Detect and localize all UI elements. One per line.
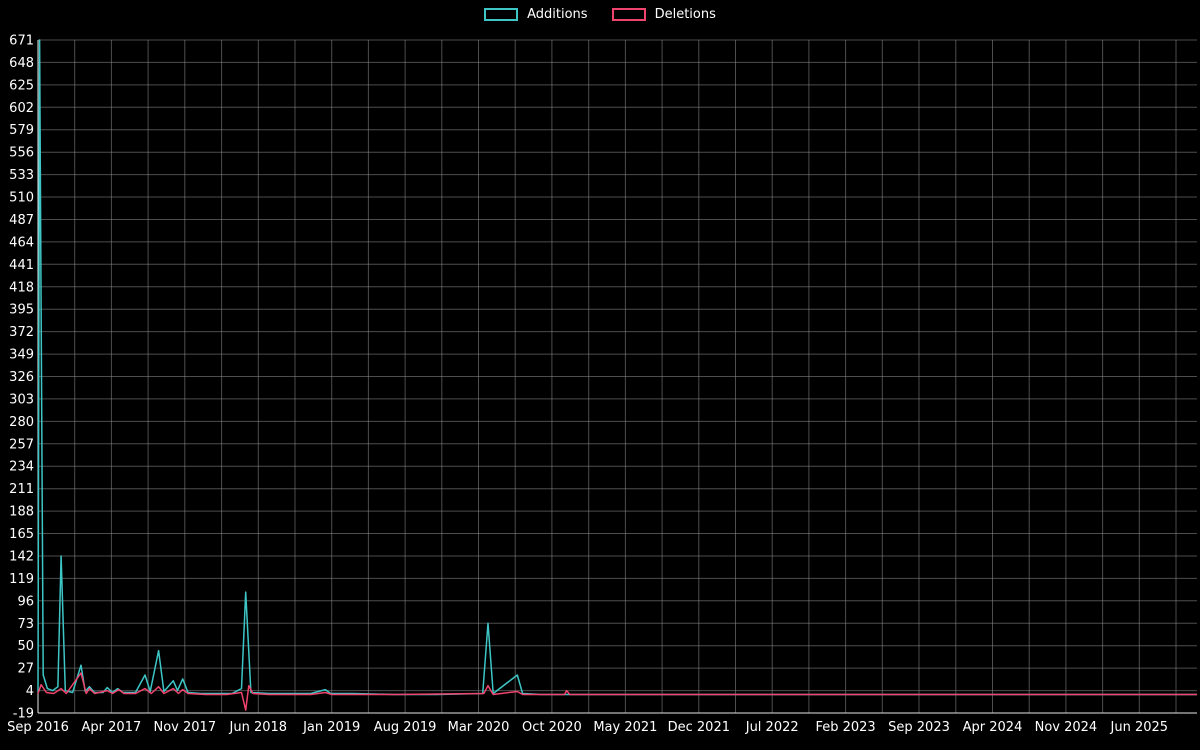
legend-item-deletions[interactable]: Deletions [611,7,716,22]
y-tick-label: 303 [9,392,34,407]
x-tick-label: Oct 2020 [522,720,582,735]
y-tick-label: 602 [9,101,34,116]
y-tick-label: 533 [9,168,34,183]
y-tick-label: 211 [9,482,34,497]
deletions-swatch-icon [611,8,646,21]
y-tick-label: 119 [9,572,34,587]
x-tick-label: Nov 2024 [1035,720,1098,735]
y-tick-label: 671 [9,34,34,49]
y-tick-label: 4 [26,684,34,699]
y-tick-label: 441 [9,258,34,273]
x-tick-label: Mar 2020 [448,720,510,735]
series-line-additions [37,39,1197,696]
y-tick-label: 257 [9,437,34,452]
chart-legend: Additions Deletions [0,7,1200,22]
x-tick-label: Apr 2017 [82,720,142,735]
x-tick-label: Sep 2016 [7,720,69,735]
y-tick-label: 556 [9,146,34,161]
x-tick-label: Jun 2025 [1110,720,1169,735]
y-tick-label: 349 [9,348,34,363]
y-tick-label: -19 [13,707,34,722]
y-tick-label: 280 [9,415,34,430]
y-tick-label: 165 [9,527,34,542]
legend-item-additions[interactable]: Additions [484,7,588,22]
y-tick-label: 510 [9,191,34,206]
y-tick-label: 418 [9,280,34,295]
y-tick-label: 648 [9,56,34,71]
y-tick-label: 142 [9,550,34,565]
y-tick-label: 234 [9,460,34,475]
y-tick-label: 73 [17,617,34,632]
legend-label-deletions: Deletions [654,7,716,22]
additions-swatch-icon [484,8,519,21]
series-line-deletions [37,672,1197,711]
y-tick-label: 464 [9,235,34,250]
x-tick-label: Sep 2023 [888,720,950,735]
x-tick-label: Aug 2019 [374,720,437,735]
x-tick-label: Dec 2021 [668,720,730,735]
y-tick-label: 579 [9,123,34,138]
legend-label-additions: Additions [527,7,588,22]
x-tick-label: May 2021 [593,720,657,735]
y-tick-label: 326 [9,370,34,385]
x-tick-label: Jun 2018 [229,720,288,735]
y-tick-label: 372 [9,325,34,340]
x-tick-label: Jul 2022 [745,720,799,735]
y-tick-label: 50 [17,639,34,654]
y-tick-label: 27 [17,662,34,677]
x-tick-label: Jan 2019 [302,720,360,735]
x-tick-label: Feb 2023 [815,720,875,735]
y-tick-label: 188 [9,505,34,520]
y-tick-label: 96 [17,594,34,609]
y-tick-label: 395 [9,303,34,318]
y-tick-label: 625 [9,78,34,93]
x-tick-label: Nov 2017 [154,720,217,735]
x-tick-label: Apr 2024 [963,720,1023,735]
y-tick-label: 487 [9,213,34,228]
